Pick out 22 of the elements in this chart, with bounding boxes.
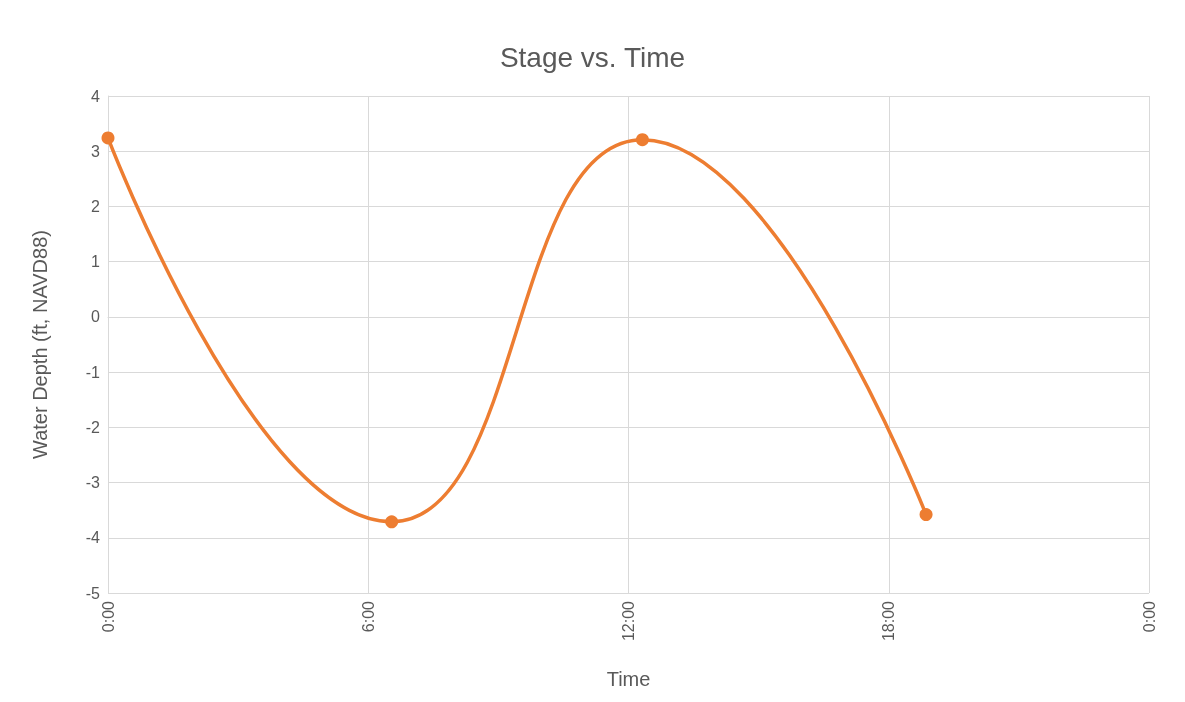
chart-title: Stage vs. Time xyxy=(499,41,686,73)
y-tick-label: 4 xyxy=(91,87,101,105)
y-tick-label: -2 xyxy=(85,418,101,436)
y-tick-label: 0 xyxy=(91,308,101,326)
x-tick-label: 0:00 xyxy=(1140,600,1158,633)
y-tick-label: -4 xyxy=(85,529,101,547)
y-tick-label: -3 xyxy=(85,474,101,492)
x-axis-title: Time xyxy=(606,668,651,690)
x-tick-label: 12:00 xyxy=(620,600,637,642)
y-tick-label: -5 xyxy=(85,584,101,602)
point xyxy=(101,131,115,145)
y-tick-label: -1 xyxy=(85,363,101,381)
x-tick-label: 0:00 xyxy=(99,600,117,633)
x-tick-label: 6:00 xyxy=(359,600,377,633)
y-tick-label: 2 xyxy=(91,197,101,215)
y-tick-label: 3 xyxy=(91,142,101,160)
point xyxy=(635,133,649,147)
y-axis-title: Water Depth (ft, NAVD88) xyxy=(29,230,51,459)
point xyxy=(919,508,933,522)
point xyxy=(385,515,399,529)
y-tick-label: 1 xyxy=(91,253,101,271)
x-tick-label: 18:00 xyxy=(880,600,898,642)
